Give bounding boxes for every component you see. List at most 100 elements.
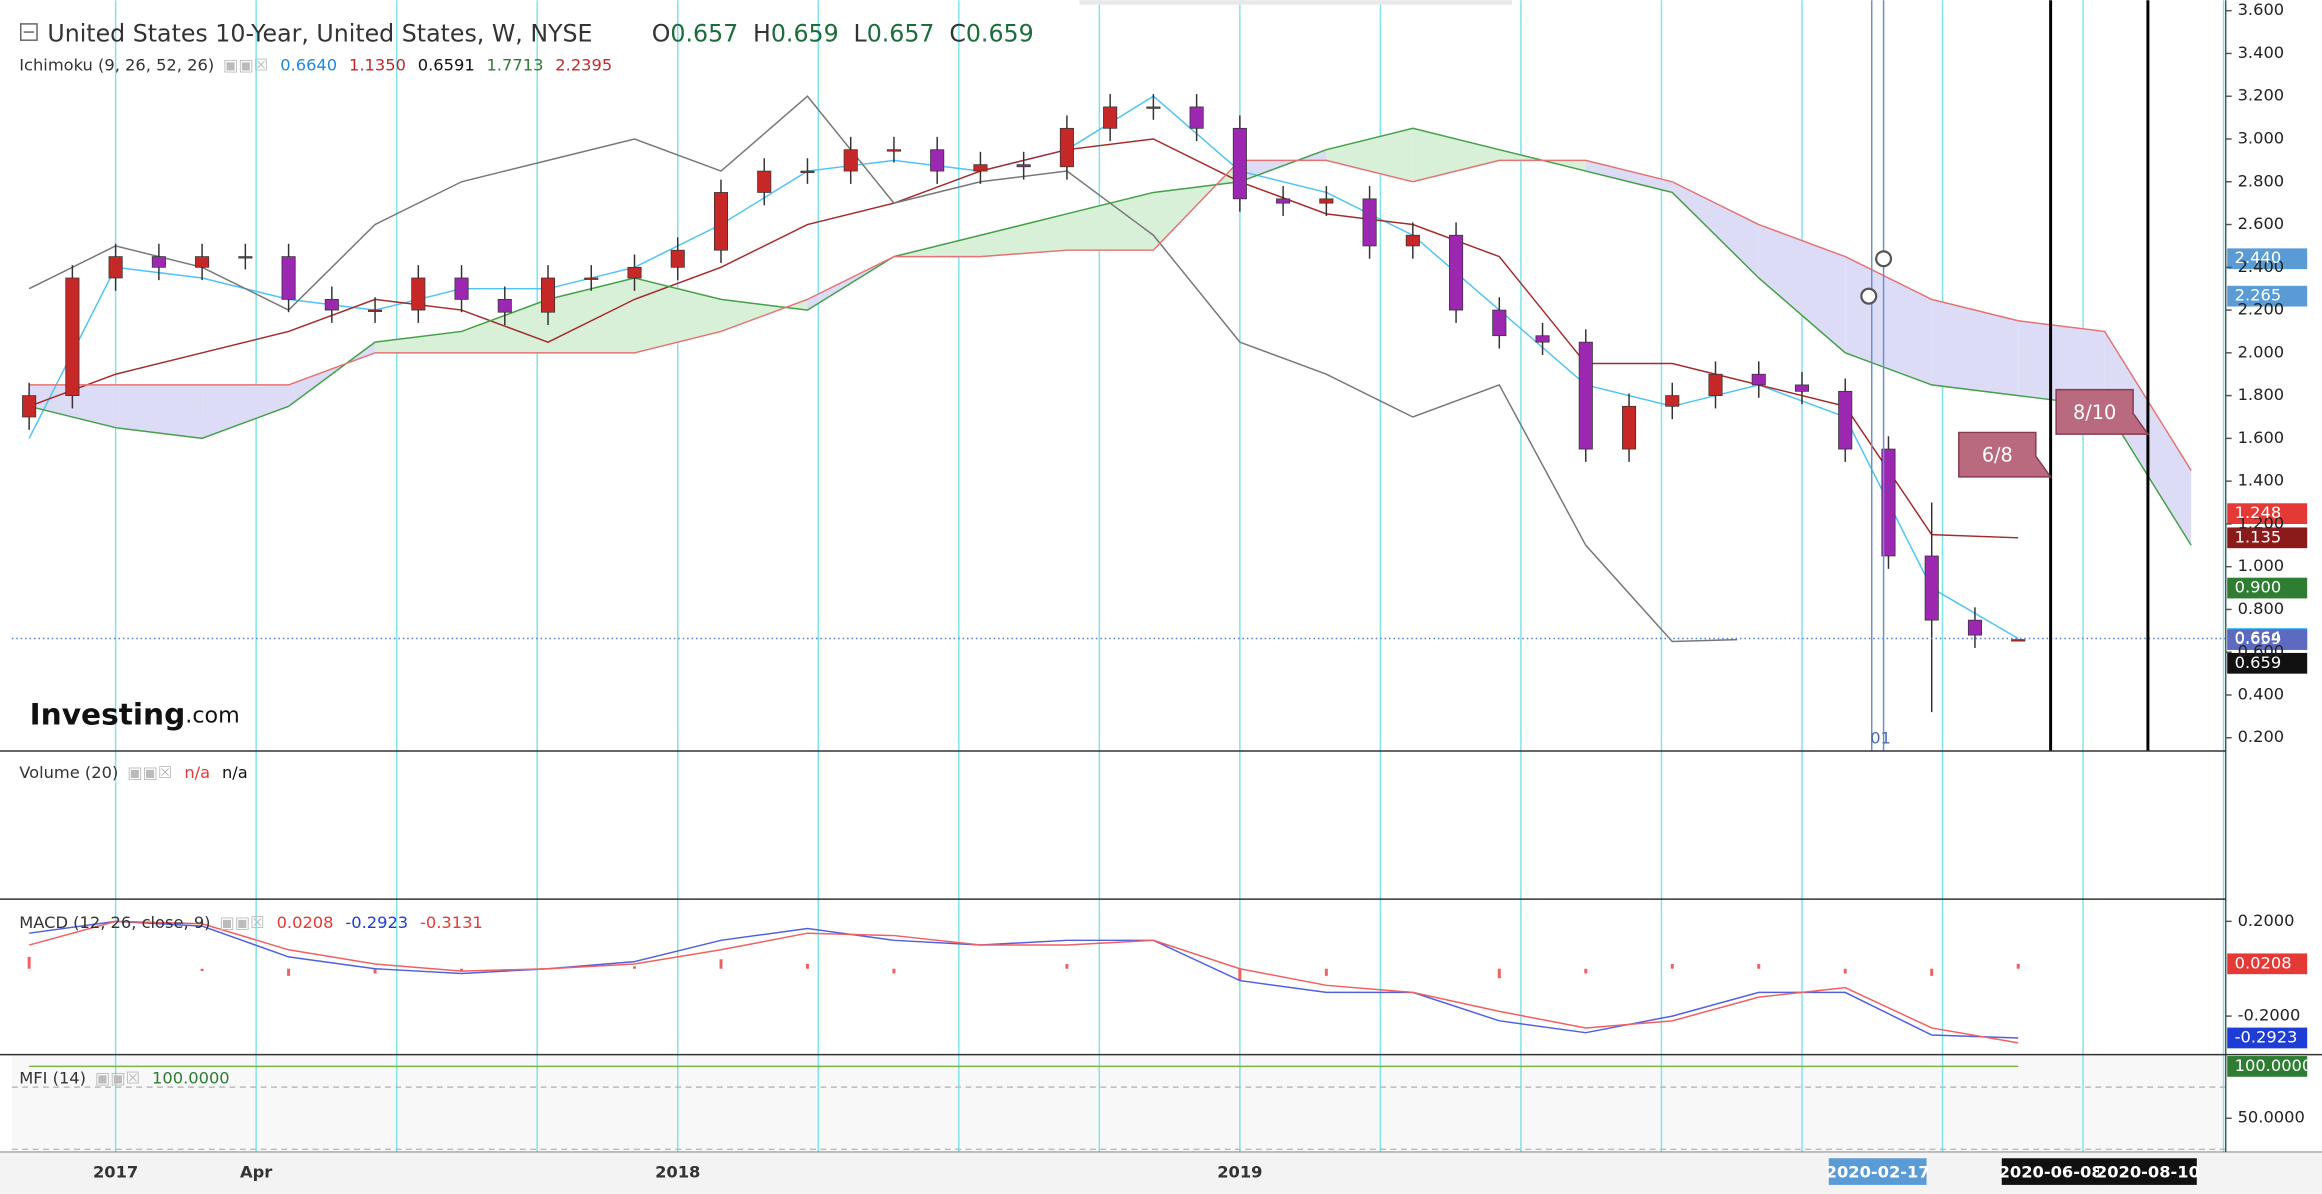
plot: [11, 0, 2308, 1151]
candle-body: [1405, 234, 1420, 247]
price-badge: [2227, 527, 2308, 549]
cloud: [202, 384, 289, 439]
ohlc-label: C: [949, 19, 966, 47]
cloud: [634, 277, 721, 353]
legend-value: 0.6640: [280, 55, 337, 74]
indicator-line: [28, 920, 2019, 1044]
price-badge-label: 2.265: [2235, 286, 2282, 305]
indicator-title: MACD (12, 26, close, 9): [19, 912, 210, 931]
ohlc-value: 0.659: [771, 19, 839, 47]
indicator-legend: MACD (12, 26, close, 9) ▣▣☒ 0.0208 -0.2923-…: [19, 912, 483, 931]
y-tick-label: 50.0000: [2238, 1108, 2305, 1127]
candle-body: [195, 256, 210, 268]
candle-body: [2011, 639, 2026, 642]
time-axis: [0, 1152, 2322, 1194]
candle-body: [238, 256, 253, 259]
y-tick-label: 3.600: [2238, 0, 2285, 19]
candle-body: [1751, 373, 1766, 386]
candle-body: [108, 256, 123, 279]
candle-body: [22, 395, 37, 418]
candle-body: [670, 249, 685, 268]
candle-body: [584, 277, 599, 280]
cloud: [1672, 181, 1759, 278]
indicator-title: Volume (20): [19, 763, 118, 782]
x-tick-label: 2020-06-08: [1999, 1163, 2103, 1182]
cloud: [1931, 299, 2019, 396]
x-tick-label: 2017: [93, 1163, 138, 1182]
x-tick-label: 2020-02-17: [1826, 1163, 1930, 1182]
price-badge: [2227, 953, 2308, 975]
price-badge-label: 100.0000: [2235, 1056, 2313, 1075]
ohlc-value: 0.657: [670, 19, 738, 47]
candle-body: [1232, 127, 1247, 200]
candle-body: [454, 277, 469, 300]
indicator-title: MFI (14): [19, 1068, 86, 1087]
candle-body: [1924, 555, 1939, 621]
cloud: [1585, 160, 1673, 193]
legend-buttons: ▣▣☒: [95, 1068, 140, 1087]
candle-body: [1794, 384, 1810, 392]
y-tick-label: 1.400: [2238, 471, 2285, 490]
x-tick-label: 2020-08-10: [2096, 1163, 2200, 1182]
mfi-background: [11, 1054, 2226, 1153]
candle-body: [324, 299, 339, 311]
overlay: Ichimoku (9, 26, 52, 26) ▣▣☒ 0.6640 1.1350 0…: [19, 0, 2312, 1185]
y-tick-label: 0.2000: [2238, 911, 2295, 930]
candle-body: [540, 277, 556, 313]
candle-body: [627, 266, 642, 279]
candle-body: [757, 170, 772, 193]
y-tick-label: -0.2000: [2238, 1006, 2301, 1025]
legend-value: -0.3131: [420, 912, 483, 931]
cloud: [1758, 224, 1846, 353]
y-tick-label: 3.000: [2238, 128, 2285, 147]
candle-body: [1319, 198, 1334, 204]
indicator-line: [28, 95, 1738, 643]
x-tick-label: 2019: [1217, 1163, 1262, 1182]
callout: [1958, 431, 2053, 478]
callout-label: 8/10: [2073, 401, 2116, 424]
candle-body: [1189, 106, 1204, 129]
ohlc-value: 0.657: [867, 19, 935, 47]
scroll-handle[interactable]: [1079, 0, 1512, 5]
price-badge: [2227, 248, 2308, 270]
y-tick-label: 1.200: [2238, 513, 2285, 532]
candle-body: [1535, 335, 1550, 343]
legend-value: n/a: [184, 763, 210, 782]
x-tick-label: Apr: [240, 1163, 272, 1182]
indicator-line: [29, 920, 2019, 1039]
y-tick-label: 1.800: [2238, 385, 2285, 404]
logo-domain: .com: [185, 702, 239, 728]
y-tick-label: 2.400: [2238, 257, 2285, 276]
cloud: [115, 384, 203, 439]
candle-body: [1967, 619, 1982, 636]
candle-body: [151, 256, 166, 268]
candle-body: [930, 149, 945, 172]
legend-value: 1.7713: [487, 55, 544, 74]
indicator-legend: MFI (14) ▣▣☒ 100.0000: [19, 1068, 229, 1087]
price-badge: [2227, 503, 2308, 525]
candle-body: [1621, 405, 1637, 450]
indicator-legend: Ichimoku (9, 26, 52, 26) ▣▣☒ 0.6640 1.1350 0…: [19, 55, 612, 74]
y-tick-label: 0.400: [2238, 684, 2285, 703]
y-tick-label: 2.600: [2238, 214, 2285, 233]
price-badge-label: 0.0208: [2235, 953, 2292, 972]
candle-body: [886, 149, 901, 152]
collapse-button[interactable]: [19, 23, 38, 41]
cloud: [2018, 320, 2105, 407]
ohlc-label: H: [753, 19, 771, 47]
ohlc-value: 0.659: [966, 19, 1034, 47]
candle-body: [1449, 234, 1464, 311]
price-badge-label: -0.2923: [2235, 1027, 2298, 1046]
candle-body: [1492, 309, 1507, 337]
price-badge-label: 0.659: [2235, 629, 2282, 648]
price-badge-label: 0.659: [2235, 653, 2282, 672]
price-badge: [2227, 1027, 2308, 1049]
y-tick-label: 2.800: [2238, 171, 2285, 190]
price-badge: [2227, 577, 2308, 599]
legend-value: n/a: [222, 763, 248, 782]
legend-buttons: ▣▣☒: [223, 55, 268, 74]
